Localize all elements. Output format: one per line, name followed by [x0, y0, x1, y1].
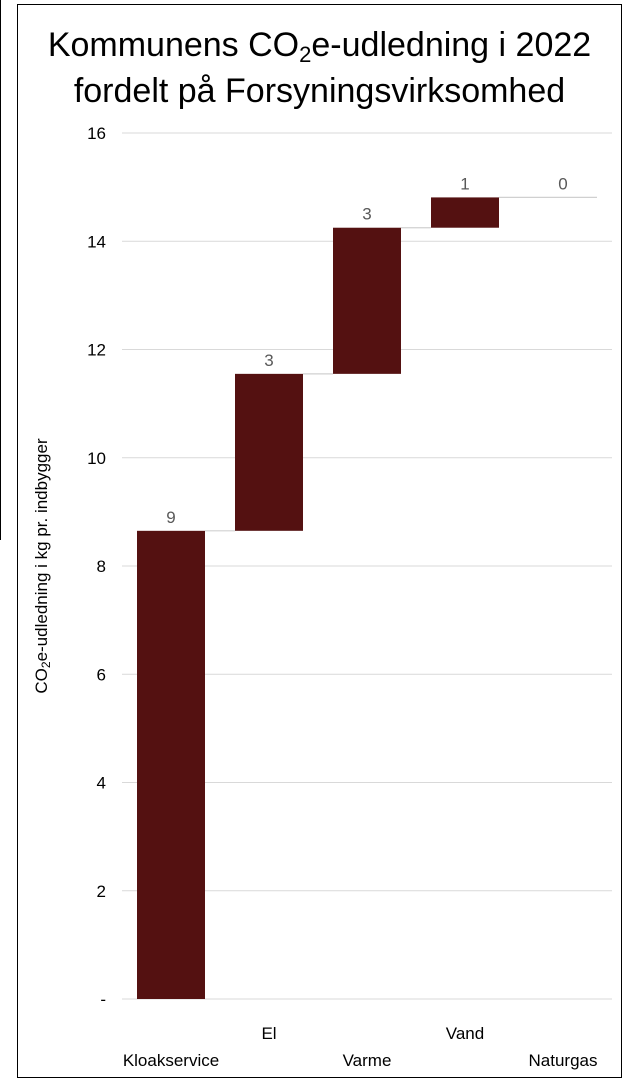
y-tick-label: 2	[97, 882, 106, 901]
x-tick-label: Kloakservice	[123, 1051, 219, 1070]
y-tick-label: 8	[97, 557, 106, 576]
bar	[235, 373, 303, 531]
y-tick-label: 14	[87, 232, 106, 251]
data-label: 9	[166, 508, 175, 527]
data-label: 1	[460, 174, 469, 193]
page-edge-line	[0, 0, 1, 540]
bar	[431, 197, 499, 228]
bar	[333, 227, 401, 374]
y-tick-label: 16	[87, 124, 106, 143]
data-label: 3	[264, 351, 273, 370]
y-tick-label: -	[100, 990, 106, 1009]
x-tick-label: Varme	[343, 1051, 392, 1070]
chart-title-line2: fordelt på Forsyningsvirksomhed	[73, 72, 566, 110]
chart-title: Kommunens CO2e-udledning i 2022 fordelt …	[17, 22, 622, 114]
bar	[137, 530, 205, 999]
data-label: 3	[362, 205, 371, 224]
x-tick-label: Naturgas	[529, 1051, 598, 1070]
chart-frame	[17, 4, 622, 1078]
chart-title-line1: Kommunens CO2e-udledning i 2022	[47, 26, 592, 67]
data-label: 0	[558, 174, 567, 193]
y-tick-label: 12	[87, 341, 106, 360]
y-tick-label: 4	[97, 774, 106, 793]
y-tick-label: 6	[97, 665, 106, 684]
x-tick-label: Vand	[446, 1024, 484, 1043]
y-tick-label: 10	[87, 449, 106, 468]
x-tick-label: El	[261, 1024, 276, 1043]
